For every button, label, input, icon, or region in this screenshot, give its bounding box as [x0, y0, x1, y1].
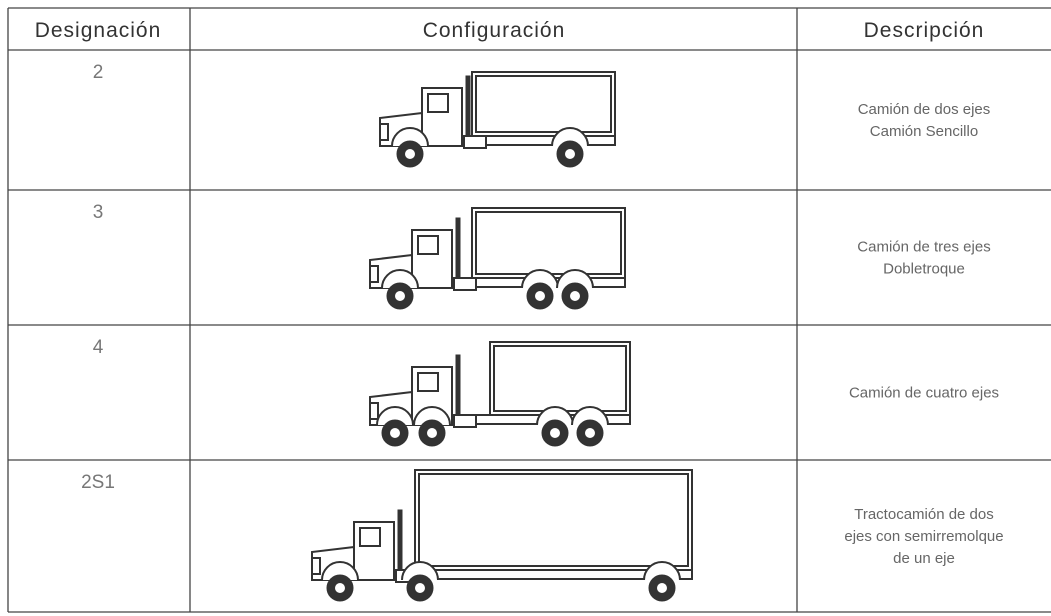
designation: 4	[93, 337, 104, 358]
cargo-box-inner	[493, 345, 627, 412]
fender	[643, 561, 681, 581]
hub	[333, 581, 347, 595]
grille	[379, 123, 389, 141]
fender	[381, 269, 419, 289]
fender	[376, 406, 414, 426]
column-header: Descripción	[864, 19, 985, 42]
window	[359, 527, 381, 547]
description: Camión de tres ejes	[857, 239, 990, 256]
truck	[369, 207, 626, 310]
description: de un eje	[893, 550, 955, 567]
description: Camión de dos ejes	[858, 101, 991, 118]
hub	[393, 289, 407, 303]
fender	[401, 561, 439, 581]
hub	[425, 426, 439, 440]
description: ejes con semirremolque	[844, 528, 1003, 545]
fender	[536, 406, 574, 426]
fuel-tank	[453, 277, 477, 291]
hub	[568, 289, 582, 303]
cargo-box-inner	[475, 75, 612, 133]
description: Camión de cuatro ejes	[849, 385, 999, 402]
fender	[521, 269, 559, 289]
fender	[413, 406, 451, 426]
cargo-box-inner	[475, 211, 622, 275]
hub	[563, 147, 577, 161]
designation: 2S1	[81, 472, 115, 493]
hub	[583, 426, 597, 440]
cargo-box-inner	[418, 473, 689, 567]
column-header: Configuración	[423, 19, 566, 42]
grille	[369, 402, 379, 420]
exhaust	[455, 217, 461, 285]
window	[417, 235, 439, 255]
description: Dobletroque	[883, 261, 965, 278]
column-header: Designación	[35, 19, 162, 42]
exhaust	[455, 354, 461, 422]
designation: 3	[93, 202, 104, 223]
exhaust	[397, 509, 403, 577]
texts: Designación Configuración Descripción 2 Cami…	[35, 19, 1004, 567]
description: Tractocamión de dos	[854, 506, 994, 523]
grille	[311, 557, 321, 575]
hub	[403, 147, 417, 161]
fuel-tank	[453, 414, 477, 428]
hub	[413, 581, 427, 595]
description: Camión Sencillo	[870, 123, 978, 140]
fender	[391, 127, 429, 147]
designation: 2	[93, 62, 104, 83]
window	[427, 93, 449, 113]
fender	[551, 127, 589, 147]
truck	[369, 341, 631, 447]
hub	[533, 289, 547, 303]
truck	[311, 469, 693, 602]
truck-drawings	[311, 71, 693, 602]
fender	[571, 406, 609, 426]
fuel-tank	[463, 135, 487, 149]
table-grid	[7, 7, 1051, 613]
window	[417, 372, 439, 392]
fender	[321, 561, 359, 581]
grille	[369, 265, 379, 283]
fender	[556, 269, 594, 289]
truck	[379, 71, 616, 168]
hub	[655, 581, 669, 595]
exhaust	[465, 75, 471, 143]
hub	[548, 426, 562, 440]
hub	[388, 426, 402, 440]
